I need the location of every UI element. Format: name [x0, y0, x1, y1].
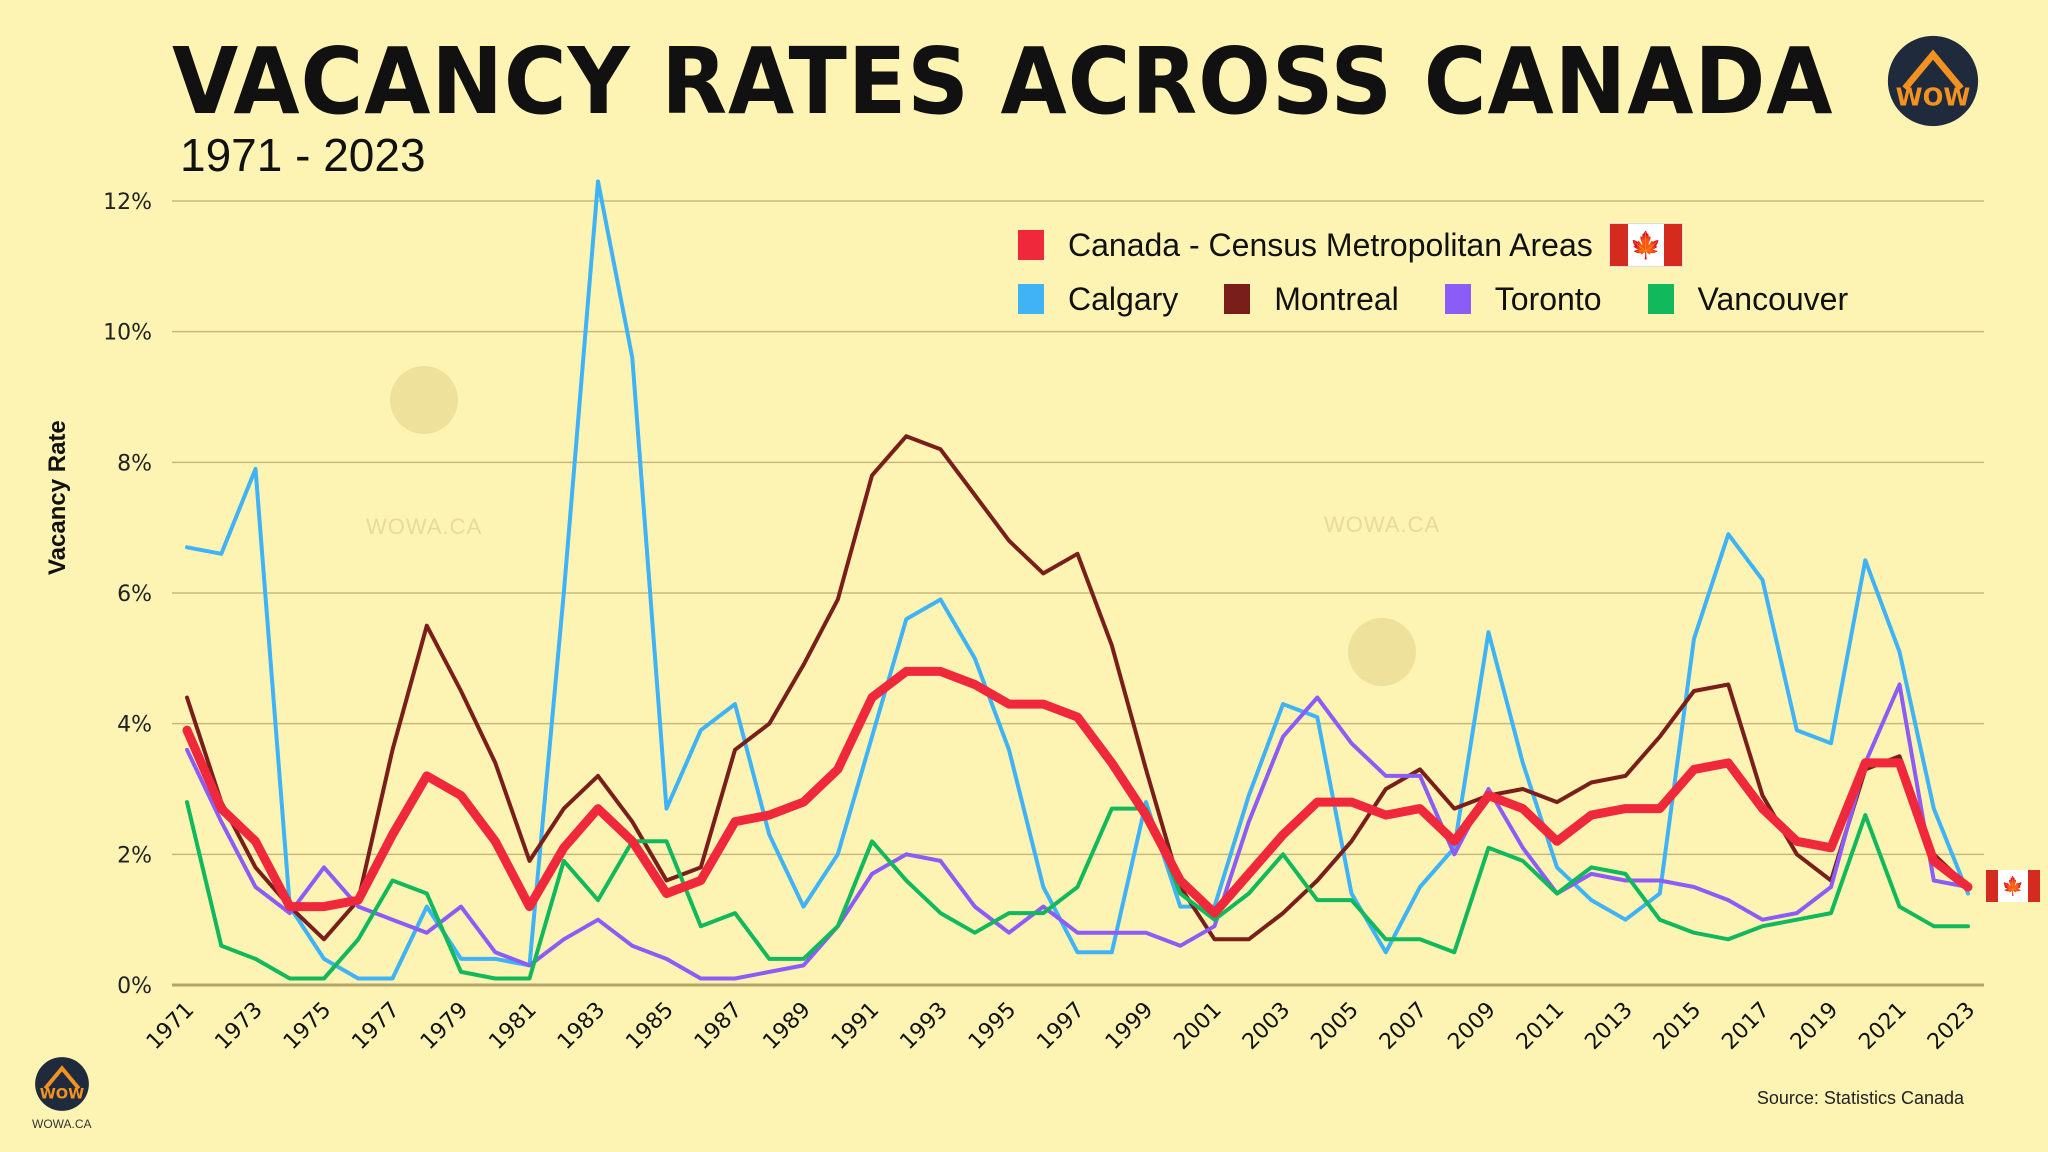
x-tick-label: 1977 [347, 998, 404, 1055]
legend-item-montreal: Montreal [1224, 281, 1399, 318]
x-tick-label: 1993 [895, 998, 952, 1055]
chart-legend: Canada - Census Metropolitan Areas 🍁 Cal… [1018, 218, 1894, 326]
x-tick-label: 2007 [1375, 998, 1432, 1055]
legend-swatch-calgary [1018, 284, 1044, 314]
series-line-vancouver [185, 800, 1970, 981]
x-tick-label: 2005 [1306, 998, 1363, 1055]
x-tick-label: 2017 [1717, 998, 1774, 1055]
site-name: WOWA.CA [32, 1117, 92, 1131]
watermark-text: WOWA.CA [1324, 512, 1441, 537]
x-tick-label: 1991 [827, 998, 884, 1055]
legend-label-canada: Canada - Census Metropolitan Areas [1068, 226, 1593, 263]
x-tick-label: 2009 [1443, 998, 1500, 1055]
legend-swatch-canada [1018, 230, 1044, 260]
logo-text: WOW [1896, 82, 1971, 111]
wowa-logo-icon[interactable]: WOW [1886, 34, 1980, 128]
legend-item-vancouver: Vancouver [1647, 280, 1849, 318]
x-tick-label: 1971 [142, 998, 199, 1055]
legend-item-canada: Canada - Census Metropolitan Areas 🍁 [1018, 223, 1683, 267]
x-tick-label: 2023 [1923, 998, 1980, 1055]
x-tick-label: 2019 [1786, 998, 1843, 1055]
y-tick-label: 6% [117, 582, 152, 607]
legend-row-canada: Canada - Census Metropolitan Areas 🍁 [1018, 218, 1894, 272]
x-tick-label: 1995 [964, 998, 1021, 1055]
x-tick-label: 1985 [621, 998, 678, 1055]
legend-label-montreal: Montreal [1274, 280, 1399, 317]
y-tick-label: 0% [117, 974, 152, 999]
x-tick-label: 2001 [1169, 998, 1226, 1055]
legend-item-toronto: Toronto [1444, 280, 1602, 318]
y-tick-label: 10% [103, 321, 152, 346]
x-tick-label: 2021 [1854, 998, 1911, 1055]
y-tick-label: 4% [117, 713, 152, 738]
legend-swatch-vancouver [1647, 284, 1674, 314]
y-tick-label: 8% [117, 451, 152, 476]
x-tick-label: 1987 [690, 998, 747, 1055]
x-tick-label: 1999 [1101, 998, 1158, 1055]
legend-label-vancouver: Vancouver [1697, 280, 1849, 317]
series-line-canada-census-metropolitan-areas [182, 666, 1973, 918]
watermark-text: WOWA.CA [366, 514, 483, 539]
page-subtitle: 1971 - 2023 [180, 129, 426, 181]
y-tick-label: 2% [117, 843, 152, 868]
canada-flag-icon: 🍁 [1608, 223, 1683, 267]
canada-flag-icon: 🍁 [1986, 870, 2040, 902]
legend-item-calgary: Calgary [1018, 281, 1178, 318]
legend-label-toronto: Toronto [1494, 280, 1602, 317]
x-tick-label: 1975 [279, 998, 336, 1055]
y-tick-label: 12% [103, 190, 152, 215]
x-tick-label: 1979 [416, 998, 473, 1055]
x-tick-label: 1997 [1032, 998, 1089, 1055]
series-line-calgary [185, 179, 1970, 981]
x-tick-label: 1981 [484, 998, 541, 1055]
wowa-logo-icon[interactable]: WOW [34, 1056, 90, 1112]
legend-swatch-montreal [1224, 284, 1251, 314]
legend-label-calgary: Calgary [1068, 280, 1179, 317]
svg-text:WOW: WOW [40, 1086, 84, 1103]
x-tick-label: 2011 [1512, 998, 1569, 1055]
watermark-logo-icon [390, 366, 458, 434]
x-tick-label: 2015 [1649, 998, 1706, 1055]
legend-row-cities: Calgary Montreal Toronto Vancouver [1018, 272, 1894, 326]
x-tick-label: 2013 [1580, 998, 1637, 1055]
page-title: VACANCY RATES ACROSS CANADA [172, 28, 1834, 135]
legend-swatch-toronto [1444, 284, 1471, 314]
series-line-toronto [185, 682, 1970, 981]
watermark-logo-icon [1348, 618, 1416, 686]
x-tick-label: 1989 [758, 998, 815, 1055]
x-tick-label: 2003 [1238, 998, 1295, 1055]
source-note: Source: Statistics Canada [1756, 1088, 1964, 1108]
x-tick-label: 1983 [553, 998, 610, 1055]
x-tick-label: 1973 [210, 998, 267, 1055]
series-line-montreal [185, 434, 1970, 942]
